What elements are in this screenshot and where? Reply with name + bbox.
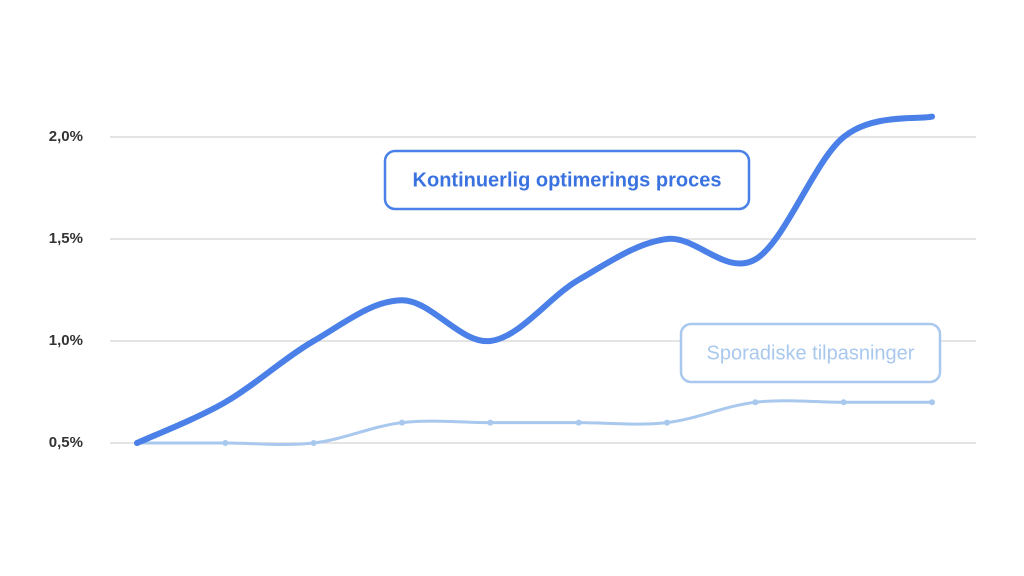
point [840, 399, 847, 406]
point [487, 419, 494, 426]
point [399, 419, 405, 426]
y-tick-label: 2,0% [49, 128, 83, 145]
point [664, 419, 670, 426]
legend-box [383, 149, 751, 211]
series-line [135, 399, 934, 446]
legend-label: Sporadiske tilpasninger [707, 342, 915, 364]
point [222, 440, 229, 446]
y-tick-label: 1,5% [49, 230, 83, 247]
y-tick-label: 1,0% [49, 332, 83, 349]
point [752, 399, 759, 406]
y-tick-label: 0,5% [49, 434, 83, 451]
series-line [134, 113, 935, 446]
legend-label: Kontinuerlig optimerings proces [413, 169, 722, 191]
point [310, 440, 317, 446]
legend-box [679, 322, 942, 384]
point [929, 399, 935, 406]
point [575, 419, 582, 426]
